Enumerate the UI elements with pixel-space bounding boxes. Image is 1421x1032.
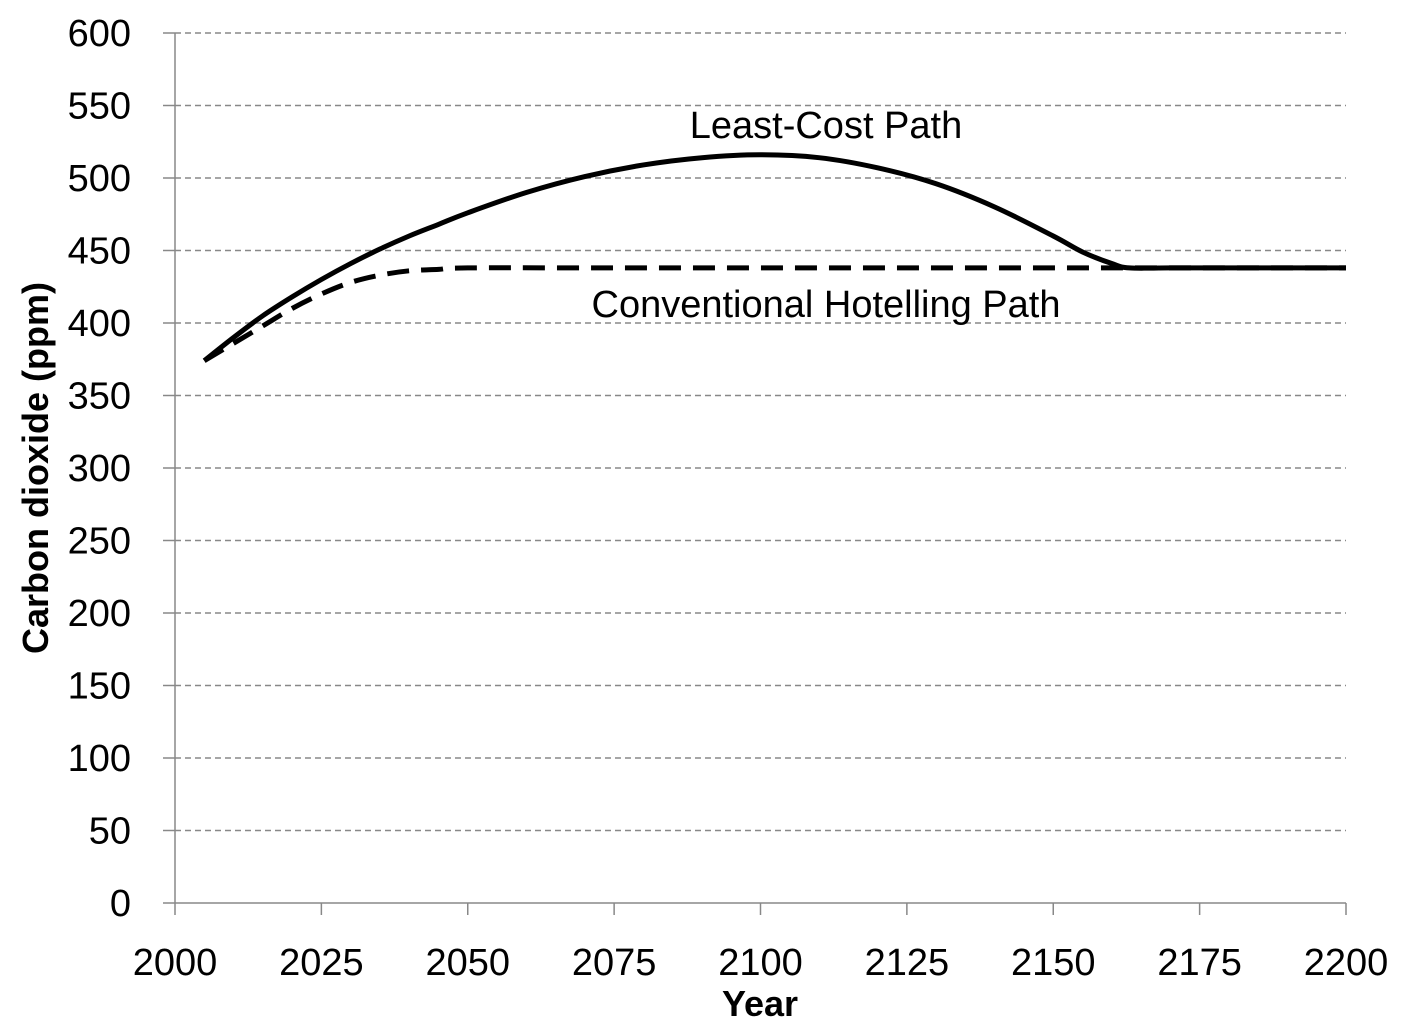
x-tick-label: 2125 <box>865 942 950 984</box>
y-tick-label: 550 <box>68 86 131 128</box>
series-line-conventional-hotelling-path <box>202 265 1346 363</box>
x-tick-label: 2100 <box>718 942 803 984</box>
x-axis-title: Year <box>722 983 798 1024</box>
y-tick-label: 0 <box>110 883 131 925</box>
x-tick-label: 2025 <box>279 942 364 984</box>
x-tick-label: 2175 <box>1157 942 1242 984</box>
y-tick-label: 200 <box>68 593 131 635</box>
y-tick-label: 500 <box>68 158 131 200</box>
y-tick-label: 350 <box>68 376 131 418</box>
annotation-least-cost-path: Least-Cost Path <box>690 105 962 147</box>
annotation-conventional-hotelling-path: Conventional Hotelling Path <box>592 284 1061 326</box>
y-tick-label: 600 <box>68 13 131 55</box>
x-tick-label: 2075 <box>572 942 657 984</box>
y-tick-label: 100 <box>68 738 131 780</box>
y-tick-label: 300 <box>68 448 131 490</box>
y-tick-label: 150 <box>68 666 131 708</box>
gridlines <box>175 32 1346 832</box>
y-tick-label: 50 <box>89 811 131 853</box>
series-line-least-cost-path <box>202 152 1346 363</box>
x-tick-label: 2000 <box>133 942 218 984</box>
y-tick-label: 450 <box>68 231 131 273</box>
y-axis-title: Carbon dioxide (ppm) <box>15 282 56 654</box>
ticks: 0 50 100 150 200 250 300 350 400 450 500 550 600 2000… <box>68 13 1389 984</box>
x-tick-label: 2150 <box>1011 942 1096 984</box>
x-tick-label: 2050 <box>425 942 510 984</box>
y-tick-label: 400 <box>68 303 131 345</box>
series <box>202 152 1346 363</box>
y-tick-label: 250 <box>68 521 131 563</box>
x-tick-label: 2200 <box>1304 942 1389 984</box>
